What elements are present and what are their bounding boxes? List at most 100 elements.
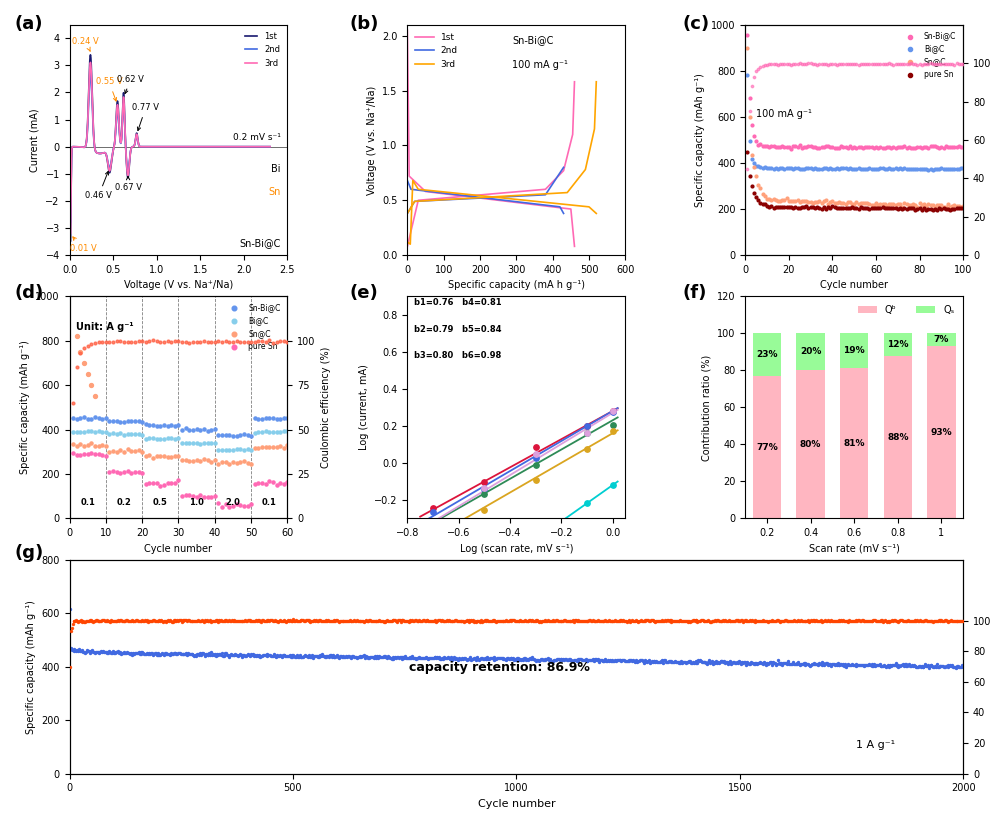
Point <box>755 59 771 72</box>
Point <box>398 651 414 664</box>
Bi@C <box>868 162 884 175</box>
Bi@C <box>138 432 154 445</box>
Point <box>296 614 312 627</box>
Sn-Bi@C <box>762 140 778 153</box>
Text: 20%: 20% <box>800 347 821 356</box>
Point <box>920 659 935 672</box>
Point <box>437 652 453 665</box>
Point <box>204 335 219 348</box>
X-axis label: Log (scan rate, mV s⁻¹): Log (scan rate, mV s⁻¹) <box>460 544 573 554</box>
3rd <box>505 194 517 204</box>
Point <box>438 614 454 627</box>
Point <box>72 346 88 360</box>
Point <box>410 615 426 628</box>
Point <box>733 613 749 626</box>
Point <box>710 655 726 668</box>
Point <box>299 614 315 627</box>
Point <box>441 651 457 664</box>
Point <box>904 615 920 628</box>
Point <box>193 647 209 660</box>
pure Sn <box>276 477 292 491</box>
Bi@C <box>931 163 947 176</box>
Point <box>865 614 881 627</box>
Point <box>661 614 677 627</box>
Point <box>274 650 290 663</box>
Point <box>774 615 789 628</box>
Sn-Bi@C <box>912 141 927 154</box>
Sn@C <box>178 453 194 467</box>
Bi@C <box>933 161 949 174</box>
Point <box>429 651 445 664</box>
2nd <box>84 69 96 79</box>
Point <box>229 615 245 628</box>
Point <box>169 648 185 661</box>
Point <box>210 649 225 662</box>
Point <box>383 653 399 666</box>
Point <box>389 650 405 663</box>
Text: Sn-Bi@C: Sn-Bi@C <box>239 238 281 248</box>
Point <box>597 654 613 667</box>
Point <box>536 615 552 628</box>
Point <box>163 647 179 660</box>
Point <box>869 658 885 672</box>
Point <box>902 658 918 671</box>
Point <box>83 337 99 351</box>
Sn-Bi@C <box>811 142 827 155</box>
Point <box>472 653 488 666</box>
Sn-Bi@C <box>269 412 285 425</box>
Sn-Bi@C <box>87 411 103 424</box>
Point <box>191 649 207 662</box>
Text: 0.62 V: 0.62 V <box>117 75 144 94</box>
Point <box>771 657 786 670</box>
Point <box>839 615 855 628</box>
Bi@C <box>204 436 219 449</box>
Point <box>313 650 329 663</box>
Point <box>146 614 162 627</box>
Point <box>599 654 615 667</box>
Point <box>772 656 787 669</box>
Bi@C <box>789 161 805 174</box>
Point <box>610 615 626 628</box>
Point <box>363 614 379 627</box>
Sn-Bi@C <box>779 140 794 153</box>
Point <box>528 614 544 627</box>
3rd <box>499 193 511 203</box>
Point <box>139 647 155 660</box>
Point <box>411 614 427 627</box>
pure Sn <box>875 201 891 214</box>
Point <box>267 649 283 663</box>
Point <box>517 652 533 665</box>
pure Sn <box>844 201 860 214</box>
Sn@C <box>855 197 871 210</box>
Point <box>330 650 346 663</box>
Point <box>284 649 300 662</box>
Point <box>728 614 744 627</box>
Point <box>379 614 395 627</box>
Point <box>905 659 921 672</box>
Point <box>139 614 155 627</box>
Point <box>560 653 576 667</box>
Point <box>66 397 81 410</box>
Point <box>762 615 778 628</box>
Point <box>575 614 591 627</box>
Point <box>294 650 310 663</box>
Point <box>552 653 568 667</box>
pure Sn <box>171 473 187 486</box>
Point <box>642 655 658 668</box>
Sn-Bi@C <box>160 420 176 433</box>
Point <box>419 613 435 626</box>
Sn@C <box>933 198 949 212</box>
Sn-Bi@C <box>916 140 931 153</box>
Sn-Bi@C <box>757 140 773 153</box>
Point <box>272 613 288 626</box>
Point <box>106 615 122 628</box>
pure Sn <box>228 497 244 510</box>
Point <box>463 614 479 627</box>
Point <box>805 615 821 628</box>
Point <box>161 614 177 627</box>
Point <box>330 613 346 626</box>
Point <box>126 614 142 627</box>
1st <box>569 241 581 251</box>
Point <box>827 658 843 671</box>
Sn-Bi@C <box>890 141 906 154</box>
